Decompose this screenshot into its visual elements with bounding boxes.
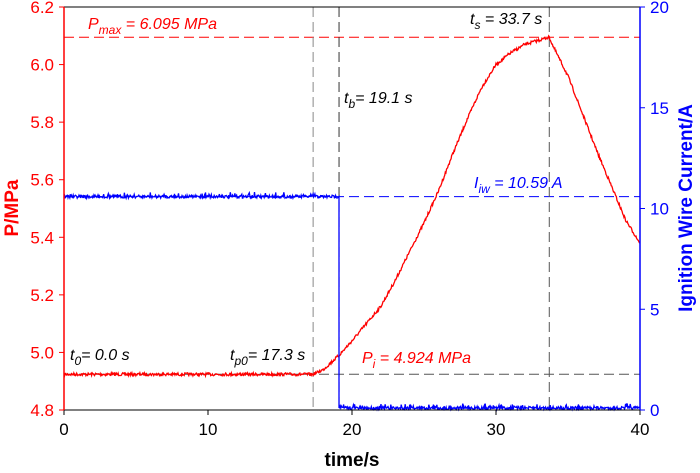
x-axis-label: time/s bbox=[325, 450, 380, 471]
y-left-tick-label: 5.8 bbox=[30, 113, 54, 132]
y-left-tick-label: 5.0 bbox=[30, 343, 54, 362]
x-tick-label: 30 bbox=[487, 420, 506, 439]
y-right-tick-label: 5 bbox=[650, 300, 659, 319]
y-left-tick-label: 6.2 bbox=[30, 0, 54, 17]
y-left-tick-label: 4.8 bbox=[30, 401, 54, 420]
tp0-annotation: tp0= 17.3 s bbox=[230, 347, 305, 368]
x-tick-label: 0 bbox=[59, 420, 68, 439]
series-line-pressure bbox=[64, 36, 640, 376]
plot-frame bbox=[64, 7, 640, 410]
y-left-tick-label: 6.0 bbox=[30, 56, 54, 75]
y-right-tick-label: 20 bbox=[650, 0, 669, 17]
y-right-tick-label: 10 bbox=[650, 200, 669, 219]
x-tick-label: 10 bbox=[199, 420, 218, 439]
left-axis-label: P/MPa bbox=[2, 179, 23, 236]
pressure-current-chart: 0 10 20 30 40 4.8 5.0 5.2 5.4 5.6 5.8 6.0 6.2 0 5 10 15 2… bbox=[0, 0, 700, 473]
x-tick-label: 20 bbox=[343, 420, 362, 439]
pi-annotation: Pi = 4.924 MPa bbox=[362, 350, 471, 371]
y-left-tick-label: 5.6 bbox=[30, 171, 54, 190]
pmax-annotation: Pmax = 6.095 MPa bbox=[88, 16, 217, 37]
tb-annotation: tb= 19.1 s bbox=[344, 90, 413, 111]
ts-annotation: ts = 33.7 s bbox=[470, 11, 542, 32]
y-right-tick-label: 15 bbox=[650, 99, 669, 118]
t0-annotation: t0= 0.0 s bbox=[70, 347, 130, 368]
right-axis-label: Ignition Wire Current/A bbox=[676, 104, 697, 312]
y-left-tick-label: 5.4 bbox=[30, 228, 54, 247]
y-left-tick-label: 5.2 bbox=[30, 286, 54, 305]
y-right-tick-label: 0 bbox=[650, 401, 659, 420]
series-line-current bbox=[64, 192, 640, 409]
x-tick-label: 40 bbox=[631, 420, 650, 439]
